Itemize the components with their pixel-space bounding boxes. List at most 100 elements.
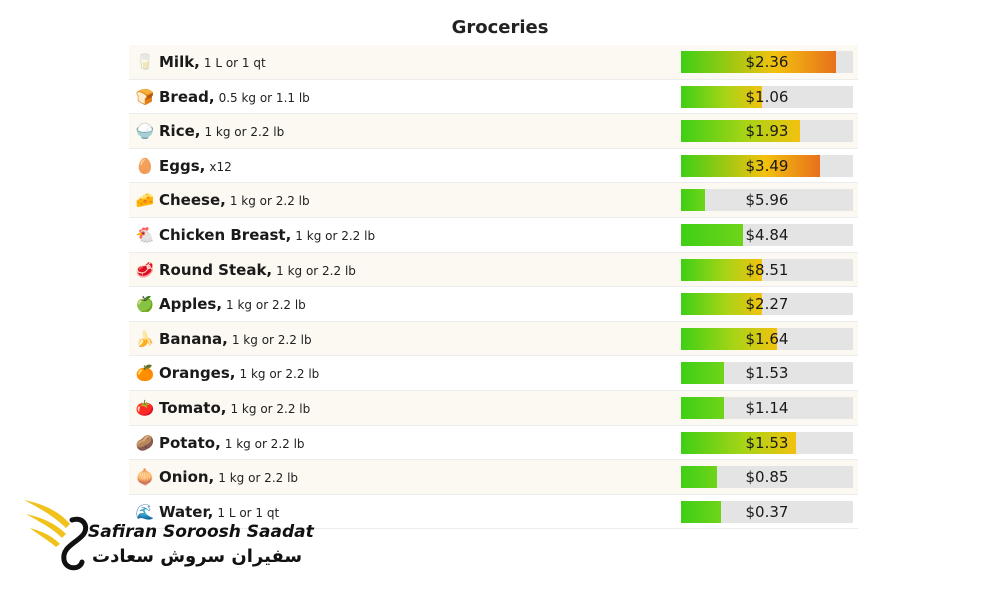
- price-bar: [681, 85, 762, 108]
- price-bar-track: $1.53: [681, 431, 853, 454]
- tomato-icon: 🍅: [135, 398, 155, 417]
- item-name: Chicken Breast,: [159, 225, 292, 244]
- row-label: 🐔 Chicken Breast, 1 kg or 2.2 lb: [135, 218, 375, 252]
- item-unit: 1 kg or 2.2 lb: [276, 263, 356, 278]
- item-unit: 1 kg or 2.2 lb: [224, 436, 305, 451]
- chicken-icon: 🐔: [135, 225, 155, 244]
- price-label: $2.27: [745, 295, 789, 314]
- price-label: $2.36: [745, 53, 789, 71]
- table-row: 🧅 Onion, 1 kg or 2.2 lb $0.85: [129, 460, 858, 495]
- price-bar-track: $8.51: [681, 258, 853, 281]
- item-name: Cheese,: [159, 191, 226, 210]
- price-bar: [681, 396, 724, 419]
- water-icon: 🌊: [135, 502, 155, 521]
- item-name: Apples,: [159, 295, 223, 314]
- item-name: Tomato,: [159, 398, 227, 417]
- bird-logo-icon: [24, 500, 89, 571]
- table-row: 🥚 Eggs, x12 $3.49: [129, 148, 858, 184]
- item-name: Potato,: [159, 433, 221, 452]
- price-bar: [681, 362, 724, 385]
- price-bar-track: $2.27: [681, 293, 853, 316]
- item-unit: 1 kg or 2.2 lb: [239, 367, 320, 382]
- item-unit: 1 kg or 2.2 lb: [204, 125, 285, 140]
- price-bar-track: $1.53: [681, 362, 853, 385]
- item-unit: x12: [209, 159, 232, 174]
- item-name: Rice,: [159, 122, 201, 141]
- table-row: 🥔 Potato, 1 kg or 2.2 lb $1.53: [129, 425, 858, 461]
- steak-icon: 🥩: [135, 260, 155, 279]
- price-label: $3.49: [745, 156, 789, 175]
- row-label: 🍅 Tomato, 1 kg or 2.2 lb: [135, 391, 311, 425]
- price-bar: [681, 189, 706, 212]
- row-label: 🍊 Oranges, 1 kg or 2.2 lb: [135, 356, 320, 390]
- price-label: $1.06: [745, 87, 789, 106]
- price-bar-track: $4.84: [681, 223, 853, 246]
- item-name: Oranges,: [159, 364, 236, 383]
- table-row: 🍊 Oranges, 1 kg or 2.2 lb $1.53: [129, 356, 858, 391]
- milk-icon: 🥛: [135, 53, 155, 71]
- price-bar-track: $1.06: [681, 85, 853, 108]
- apple-icon: 🍏: [135, 295, 155, 314]
- price-label: $4.84: [745, 225, 789, 244]
- item-name: Banana,: [159, 329, 228, 348]
- table-row: 🧀 Cheese, 1 kg or 2.2 lb $5.96: [129, 183, 858, 218]
- item-name: Bread,: [159, 87, 215, 106]
- row-label: 🍌 Banana, 1 kg or 2.2 lb: [135, 322, 312, 356]
- table-row: 🌊 Water, 1 L or 1 qt $0.37: [129, 494, 858, 530]
- price-bar: [681, 500, 721, 523]
- price-label: $1.53: [745, 433, 789, 452]
- table-row: 🍚 Rice, 1 kg or 2.2 lb $1.93: [129, 114, 858, 149]
- item-unit: 1 kg or 2.2 lb: [218, 471, 299, 486]
- row-label: 🌊 Water, 1 L or 1 qt: [135, 495, 280, 529]
- price-bar: [681, 466, 718, 489]
- rice-icon: 🍚: [135, 122, 155, 141]
- item-unit: 1 kg or 2.2 lb: [295, 228, 376, 243]
- item-unit: 1 kg or 2.2 lb: [229, 194, 310, 209]
- onion-icon: 🧅: [135, 468, 155, 487]
- row-label: 🥩 Round Steak, 1 kg or 2.2 lb: [135, 253, 356, 287]
- potato-icon: 🥔: [135, 433, 155, 452]
- price-bar: [681, 154, 821, 177]
- item-name: Eggs,: [159, 156, 206, 175]
- price-bar: [681, 258, 762, 281]
- item-unit: 1 L or 1 qt: [217, 505, 280, 520]
- table-row: 🍅 Tomato, 1 kg or 2.2 lb $1.14: [129, 390, 858, 426]
- row-label: 🥛 Milk, 1 L or 1 qt: [135, 45, 266, 79]
- price-bar-track: $0.85: [681, 466, 853, 489]
- price-label: $0.37: [745, 502, 789, 521]
- price-bar-track: $0.37: [681, 500, 853, 523]
- item-name: Round Steak,: [159, 260, 273, 279]
- price-label: $1.53: [745, 364, 789, 383]
- price-bar-track: $1.93: [681, 120, 853, 143]
- price-label: $1.64: [745, 329, 789, 348]
- item-unit: 1 kg or 2.2 lb: [230, 401, 311, 416]
- row-label: 🧅 Onion, 1 kg or 2.2 lb: [135, 460, 298, 494]
- row-label: 🍏 Apples, 1 kg or 2.2 lb: [135, 287, 306, 321]
- egg-icon: 🥚: [135, 156, 155, 175]
- table-row: 🐔 Chicken Breast, 1 kg or 2.2 lb $4.84: [129, 217, 858, 253]
- row-label: 🧀 Cheese, 1 kg or 2.2 lb: [135, 183, 310, 217]
- row-label: 🍞 Bread, 0.5 kg or 1.1 lb: [135, 80, 310, 114]
- table-row: 🍌 Banana, 1 kg or 2.2 lb $1.64: [129, 321, 858, 357]
- price-label: $1.14: [745, 398, 789, 417]
- table-row: 🍏 Apples, 1 kg or 2.2 lb $2.27: [129, 287, 858, 322]
- price-label: $1.93: [745, 122, 789, 141]
- price-bar-track: $1.14: [681, 396, 853, 419]
- brand-name: Safiran Soroosh Saadat: [88, 522, 314, 542]
- item-unit: 0.5 kg or 1.1 lb: [218, 90, 310, 105]
- price-table: 🥛 Milk, 1 L or 1 qt $2.36 🍞 Bread, 0.5 kg or 1…: [129, 45, 858, 530]
- price-label: $8.51: [745, 260, 789, 279]
- price-bar-track: $5.96: [681, 189, 853, 212]
- price-bar-track: $1.64: [681, 327, 853, 350]
- item-unit: 1 kg or 2.2 lb: [231, 332, 312, 347]
- chart-title: Groceries: [451, 17, 549, 38]
- bread-icon: 🍞: [135, 87, 155, 106]
- price-bar-track: $2.36: [681, 51, 853, 73]
- item-name: Water,: [159, 502, 214, 521]
- orange-icon: 🍊: [135, 364, 155, 383]
- brand-name-fa: سفیران سروش سعادت: [92, 546, 303, 567]
- row-label: 🥚 Eggs, x12: [135, 149, 232, 183]
- price-bar-track: $3.49: [681, 154, 853, 177]
- price-label: $0.85: [745, 468, 789, 487]
- brand-logo: Safiran Soroosh Saadat سفیران سروش سعادت: [18, 490, 314, 590]
